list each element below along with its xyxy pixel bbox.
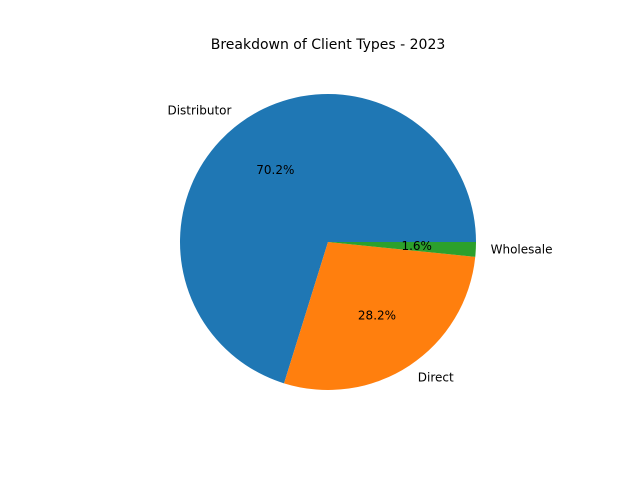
percent-label-distributor: 70.2% [256, 163, 294, 177]
slice-label-wholesale: Wholesale [491, 243, 553, 257]
slice-label-direct: Direct [418, 370, 454, 384]
slice-label-distributor: Distributor [167, 103, 231, 117]
pie-slice-wholesale [328, 242, 476, 257]
pie-labels: Distributor 70.2% Direct 28.2% Wholesale 1.6% [167, 103, 552, 384]
pie-slice-distributor [180, 94, 476, 384]
pie-slice-direct [284, 242, 476, 390]
percent-label-wholesale: 1.6% [401, 239, 432, 253]
percent-label-direct: 28.2% [358, 309, 396, 323]
chart-title: Breakdown of Client Types - 2023 [211, 37, 446, 53]
pie-slices [180, 94, 476, 390]
